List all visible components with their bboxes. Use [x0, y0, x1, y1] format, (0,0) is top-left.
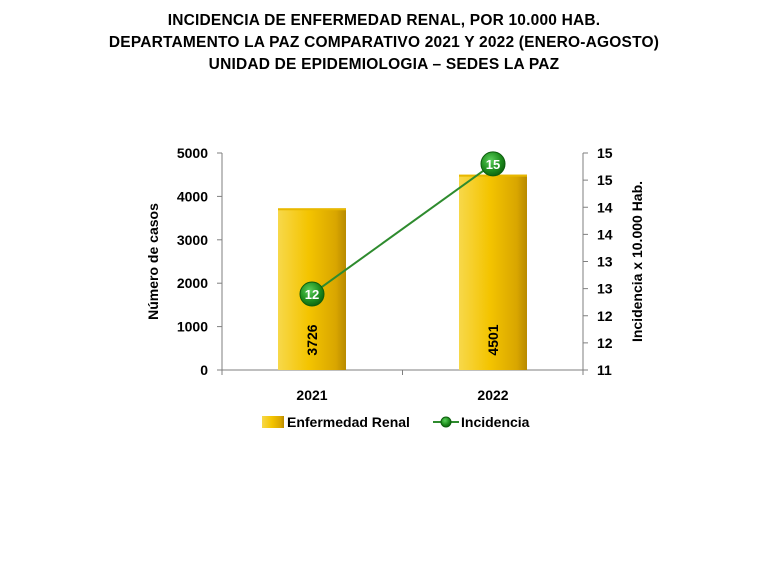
right-tick-label: 14 — [597, 199, 613, 215]
left-tick-label: 2000 — [177, 275, 208, 291]
x-tick-label: 2022 — [477, 387, 508, 403]
y-axis-title-right: Incidencia x 10.000 Hab. — [629, 181, 645, 342]
bar-top-edge — [278, 208, 346, 211]
right-tick-label: 12 — [597, 308, 613, 324]
incidence-line — [311, 163, 494, 295]
plot-area: 0 1000 2000 3000 4000 5000 11 12 12 13 13 14 14 15 15 N… — [145, 145, 645, 403]
x-tick-label: 2021 — [296, 387, 327, 403]
legend: Enfermedad Renal Incidencia — [262, 414, 530, 430]
incidence-point-label: 15 — [486, 157, 500, 172]
right-tick-label: 11 — [597, 362, 612, 378]
legend-label-line: Incidencia — [461, 414, 530, 430]
legend-marker-swatch — [440, 416, 452, 428]
bar-value-label: 4501 — [485, 324, 501, 355]
y-axis-title: Número de casos — [145, 203, 161, 320]
incidence-point — [480, 151, 506, 177]
legend-bar-swatch — [262, 416, 284, 428]
chart-title-line-2: DEPARTAMENTO LA PAZ COMPARATIVO 2021 Y 2… — [108, 34, 660, 51]
legend-label-bar: Enfermedad Renal — [287, 414, 410, 430]
incidence-point-label: 12 — [305, 287, 319, 302]
left-tick-label: 0 — [200, 362, 208, 378]
incidence-point — [299, 281, 325, 307]
bar — [459, 174, 527, 370]
right-tick-label: 14 — [597, 226, 613, 242]
chart-title-block: INCIDENCIA DE ENFERMEDAD RENAL, POR 10.0… — [0, 10, 768, 76]
left-tick-label: 4000 — [177, 188, 208, 204]
chart-title-line-3: UNIDAD DE EPIDEMIOLOGIA – SEDES LA PAZ — [208, 56, 560, 73]
left-tick-label: 3000 — [177, 232, 208, 248]
right-tick-label: 13 — [597, 254, 613, 270]
bar-value-label: 3726 — [304, 324, 320, 355]
chart-title-line-1: INCIDENCIA DE ENFERMEDAD RENAL, POR 10.0… — [167, 12, 601, 29]
right-tick-label: 13 — [597, 281, 613, 297]
left-tick-label: 1000 — [177, 319, 208, 335]
right-tick-label: 15 — [597, 172, 613, 188]
right-tick-label: 15 — [597, 145, 613, 161]
right-tick-label: 12 — [597, 335, 613, 351]
left-tick-label: 5000 — [177, 145, 208, 161]
